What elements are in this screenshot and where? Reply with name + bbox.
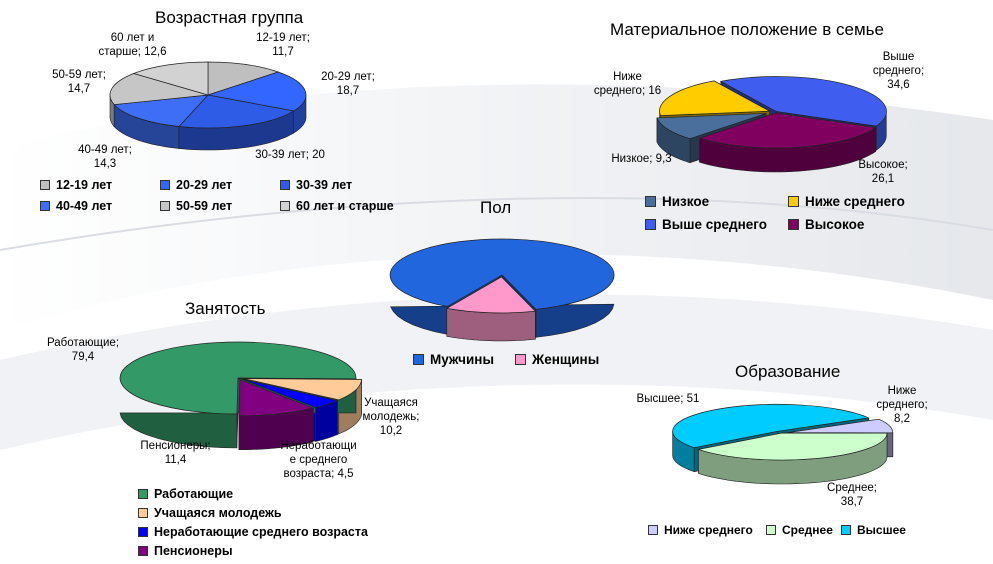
age-legend-item: 12-19 лет — [40, 178, 112, 192]
legend-swatch — [160, 180, 170, 190]
wealth-legend-item: Ниже среднего — [788, 194, 905, 209]
legend-swatch — [138, 546, 148, 556]
employment-slice-4 — [238, 379, 315, 417]
wealth-slice-2 — [698, 112, 877, 149]
employment-slice-3 — [242, 378, 339, 408]
wealth-legend-item: Низкое — [645, 194, 709, 209]
education-label-secondary: Среднее; 38,7 — [827, 482, 877, 508]
age-label-50-59: 50-59 лет; 14,7 — [52, 69, 106, 95]
employment-slice-2 — [243, 378, 362, 401]
legend-swatch — [645, 219, 656, 230]
age-legend-item: 60 лет и старше — [280, 199, 394, 213]
legend-swatch — [138, 508, 148, 518]
education-chart-title: Образование — [735, 362, 841, 381]
education-slice-2 — [697, 432, 888, 461]
legend-swatch — [648, 525, 658, 535]
employment-legend-item: Работающие — [138, 487, 233, 501]
wealth-slice-4 — [659, 80, 771, 116]
age-slice-6 — [132, 61, 209, 96]
legend-swatch — [515, 354, 526, 365]
employment-legend-item: Неработающие среднего возраста — [138, 525, 368, 539]
age-label-60plus: 60 лет и старше; 12,6 — [98, 32, 167, 58]
legend-swatch — [280, 201, 290, 211]
age-slice-1 — [207, 61, 280, 96]
education-legend-item: Ниже среднего — [648, 523, 753, 537]
gender-slice-2 — [445, 276, 537, 314]
wealth-label-high: Высокое; 26,1 — [858, 159, 908, 185]
gender-legend-item: Мужчины — [413, 352, 494, 367]
employment-legend-item: Пенсионеры — [138, 544, 233, 558]
employment-label-working: Работающие; 79,4 — [46, 337, 120, 363]
wealth-slice-3 — [656, 113, 767, 140]
age-slice-2 — [207, 71, 307, 112]
employment-legend-item: Учащаяся молодежь — [138, 506, 282, 520]
wealth-label-below-average: Ниже среднего; 16 — [593, 71, 662, 97]
legend-swatch — [413, 354, 424, 365]
legend-swatch — [138, 489, 148, 499]
education-legend-item: Высшее — [841, 523, 906, 537]
employment-label-unemployed: Неработающи е среднего возраста; 4,5 — [280, 440, 357, 480]
age-slice-5 — [109, 73, 209, 105]
education-slice-1 — [787, 418, 894, 434]
age-slice-4 — [113, 94, 209, 127]
education-label-higher: Высшее; 51 — [636, 393, 700, 405]
age-label-12-19: 12-19 лет; 11,7 — [256, 32, 310, 58]
employment-label-students: Учащаяся молодежь; 10,2 — [362, 397, 420, 437]
gender-chart-title: Пол — [480, 198, 512, 217]
wealth-legend-item: Выше среднего — [645, 217, 767, 232]
employment-slice-1 — [119, 341, 357, 415]
education-legend-item: Среднее — [766, 523, 833, 537]
legend-swatch — [160, 201, 170, 211]
legend-swatch — [841, 525, 851, 535]
age-legend-item: 50-59 лет — [160, 199, 232, 213]
wealth-label-low: Низкое; 9,3 — [611, 153, 672, 165]
employment-chart-title: Занятость — [185, 299, 266, 318]
wealth-chart-title: Материальное положение в семье — [610, 20, 884, 39]
employment-label-pensioners: Пенсионеры; 11,4 — [140, 440, 211, 466]
gender-slice-1 — [389, 238, 615, 310]
legend-swatch — [788, 219, 799, 230]
legend-swatch — [645, 196, 656, 207]
legend-swatch — [40, 201, 50, 211]
education-slice-3 — [672, 403, 870, 449]
education-label-below-average: Ниже среднего; 8,2 — [876, 385, 928, 425]
legend-swatch — [766, 525, 776, 535]
age-label-40-49: 40-49 лет; 14,3 — [78, 144, 132, 170]
age-chart-title: Возрастная группа — [155, 8, 304, 27]
age-label-20-29: 20-29 лет; 18,7 — [321, 71, 375, 97]
legend-swatch — [40, 180, 50, 190]
age-legend-item: 30-39 лет — [280, 178, 352, 192]
wealth-label-above-average: Выше среднего; 34,6 — [872, 51, 925, 91]
legend-swatch — [788, 196, 799, 207]
legend-swatch — [280, 180, 290, 190]
age-slice-3 — [178, 94, 295, 129]
gender-legend-item: Женщины — [515, 352, 599, 367]
wealth-legend-item: Высокое — [788, 217, 864, 232]
age-legend-item: 40-49 лет — [40, 199, 112, 213]
wealth-slice-1 — [719, 76, 887, 127]
age-legend-item: 20-29 лет — [160, 178, 232, 192]
age-label-30-39: 30-39 лет; 20 — [255, 149, 325, 161]
legend-swatch — [138, 527, 148, 537]
